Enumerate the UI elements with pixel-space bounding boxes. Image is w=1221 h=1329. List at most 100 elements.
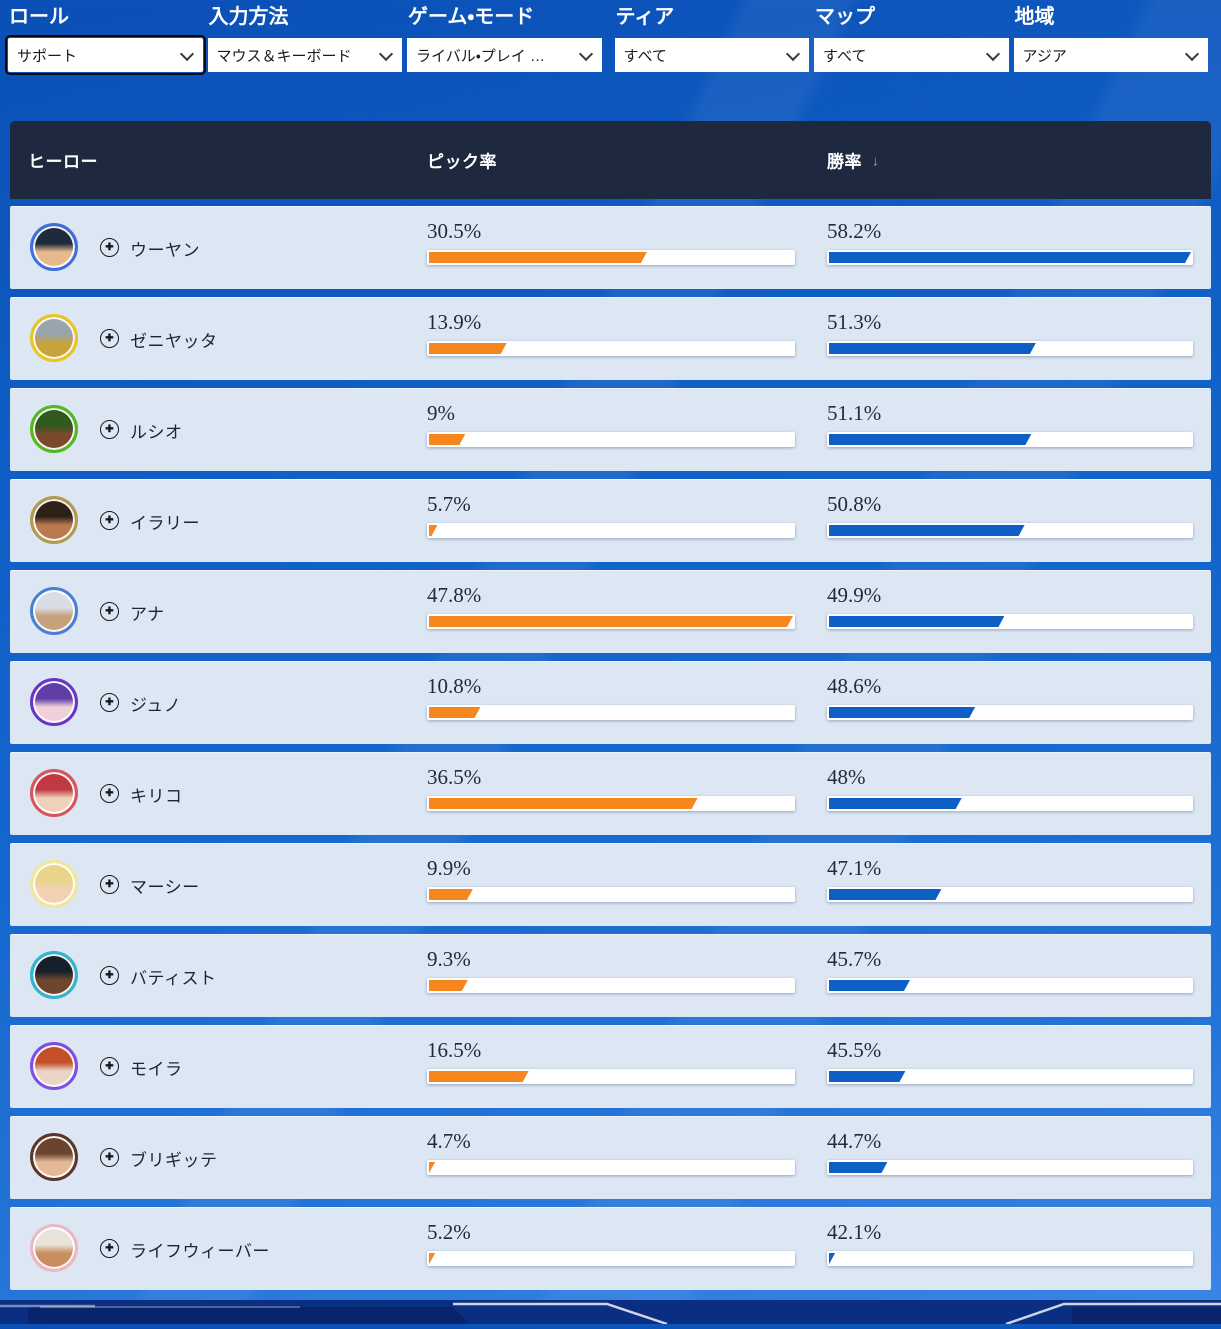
hero-name: ライフウィーバー: [130, 1241, 270, 1261]
pick-rate-cell: 16.5%: [427, 1038, 795, 1084]
win-rate-cell: 47.1%: [827, 856, 1193, 902]
compare-add-button[interactable]: ✚: [100, 329, 119, 348]
win-rate-bar-fill: [829, 252, 1191, 263]
filter-select[interactable]: アジア: [1013, 38, 1208, 72]
pick-rate-cell: 30.5%: [427, 219, 795, 265]
hero-row[interactable]: ✚ イラリー 5.7% 50.8%: [10, 479, 1211, 562]
compare-add-button[interactable]: ✚: [100, 420, 119, 439]
plus-icon: ✚: [105, 787, 114, 799]
win-rate-cell: 49.9%: [827, 583, 1193, 629]
column-header-hero[interactable]: ヒーロー: [28, 152, 98, 172]
pick-rate-bar-fill: [429, 707, 481, 718]
win-rate-bar-fill: [829, 616, 1004, 627]
pick-rate-value: 5.7%: [427, 492, 471, 516]
hero-row[interactable]: ✚ ライフウィーバー 5.2% 42.1%: [10, 1207, 1211, 1290]
hero-row[interactable]: ✚ ゼニヤッタ 13.9% 51.3%: [10, 297, 1211, 380]
pick-rate-value: 9.3%: [427, 947, 471, 971]
compare-add-button[interactable]: ✚: [100, 966, 119, 985]
filter-label: マップ: [815, 6, 875, 28]
filter-select[interactable]: ライバル・プレイ …: [407, 38, 602, 72]
win-rate-value: 50.8%: [827, 492, 882, 516]
pick-rate-cell: 4.7%: [427, 1129, 795, 1175]
win-rate-bar-fill: [829, 434, 1031, 445]
pick-rate-bar-track: [427, 523, 795, 538]
hero-row[interactable]: ✚ ブリギッテ 4.7% 44.7%: [10, 1116, 1211, 1199]
chevron-down-icon: [179, 46, 194, 62]
hero-row[interactable]: ✚ マーシー 9.9% 47.1%: [10, 843, 1211, 926]
hero-row[interactable]: ✚ ジュノ 10.8% 48.6%: [10, 661, 1211, 744]
hero-avatar: [30, 1224, 78, 1272]
hero-name: ウーヤン: [130, 240, 200, 260]
compare-add-button[interactable]: ✚: [100, 511, 119, 530]
plus-icon: ✚: [105, 605, 114, 617]
compare-add-button[interactable]: ✚: [100, 1239, 119, 1258]
win-rate-bar-track: [827, 705, 1193, 720]
win-rate-bar-track: [827, 978, 1193, 993]
pick-rate-bar-track: [427, 1069, 795, 1084]
win-rate-bar-fill: [829, 980, 910, 991]
filter-select[interactable]: マウス＆キーボード: [207, 38, 402, 72]
win-rate-cell: 48.6%: [827, 674, 1193, 720]
column-header-win-rate[interactable]: 勝率 ↓: [827, 148, 880, 173]
filter-select[interactable]: すべて: [814, 38, 1009, 72]
pick-rate-cell: 5.2%: [427, 1220, 795, 1266]
filter-label: ティア: [615, 6, 675, 28]
hero-row[interactable]: ✚ モイラ 16.5% 45.5%: [10, 1025, 1211, 1108]
pick-rate-bar-track: [427, 705, 795, 720]
hero-row[interactable]: ✚ キリコ 36.5% 48%: [10, 752, 1211, 835]
filter-select[interactable]: サポート: [5, 35, 206, 75]
win-rate-bar-track: [827, 1069, 1193, 1084]
compare-add-button[interactable]: ✚: [100, 238, 119, 257]
win-rate-cell: 44.7%: [827, 1129, 1193, 1175]
filter-group-3: ティア すべて: [614, 4, 809, 72]
hero-name: バティスト: [130, 968, 217, 988]
compare-add-button[interactable]: ✚: [100, 875, 119, 894]
pick-rate-bar-fill: [429, 980, 468, 991]
win-rate-bar-track: [827, 250, 1193, 265]
column-header-pick-rate[interactable]: ピック率: [427, 152, 497, 172]
win-rate-bar-track: [827, 341, 1193, 356]
filter-group-5: 地域 アジア: [1013, 4, 1208, 72]
chevron-down-icon: [378, 46, 394, 62]
pick-rate-cell: 9%: [427, 401, 795, 447]
hero-row[interactable]: ✚ アナ 47.8% 49.9%: [10, 570, 1211, 653]
hero-name: ゼニヤッタ: [130, 331, 218, 351]
pick-rate-bar-fill: [429, 1253, 435, 1264]
hero-row[interactable]: ✚ ウーヤン 30.5% 58.2%: [10, 206, 1211, 289]
hero-name: キリコ: [130, 786, 183, 806]
pick-rate-value: 5.2%: [427, 1220, 471, 1244]
win-rate-cell: 45.7%: [827, 947, 1193, 993]
pick-rate-bar-track: [427, 250, 795, 265]
compare-add-button[interactable]: ✚: [100, 784, 119, 803]
win-rate-cell: 48%: [827, 765, 1193, 811]
pick-rate-bar-track: [427, 341, 795, 356]
pick-rate-bar-track: [427, 432, 795, 447]
hero-row[interactable]: ✚ ルシオ 9% 51.1%: [10, 388, 1211, 471]
win-rate-bar-track: [827, 614, 1193, 629]
compare-add-button[interactable]: ✚: [100, 1148, 119, 1167]
hero-row[interactable]: ✚ バティスト 9.3% 45.7%: [10, 934, 1211, 1017]
filter-group-0: ロール サポート: [5, 4, 206, 75]
compare-add-button[interactable]: ✚: [100, 602, 119, 621]
plus-icon: ✚: [105, 1242, 114, 1254]
pick-rate-cell: 10.8%: [427, 674, 795, 720]
pick-rate-bar-fill: [429, 798, 698, 809]
plus-icon: ✚: [105, 332, 114, 344]
win-rate-label: 勝率: [827, 152, 862, 172]
pick-rate-cell: 13.9%: [427, 310, 795, 356]
compare-add-button[interactable]: ✚: [100, 1057, 119, 1076]
win-rate-cell: 42.1%: [827, 1220, 1193, 1266]
win-rate-value: 49.9%: [827, 583, 882, 607]
pick-rate-bar-track: [427, 1251, 795, 1266]
filter-select[interactable]: すべて: [614, 38, 809, 72]
hero-name: アナ: [130, 604, 165, 624]
win-rate-cell: 51.1%: [827, 401, 1193, 447]
win-rate-bar-fill: [829, 889, 941, 900]
hero-avatar: [30, 951, 78, 999]
compare-add-button[interactable]: ✚: [100, 693, 119, 712]
filter-selected-value: アジア: [1022, 47, 1067, 65]
win-rate-bar-track: [827, 796, 1193, 811]
win-rate-bar-track: [827, 1251, 1193, 1266]
pick-rate-bar-fill: [429, 525, 437, 536]
chevron-down-icon: [1184, 46, 1200, 62]
